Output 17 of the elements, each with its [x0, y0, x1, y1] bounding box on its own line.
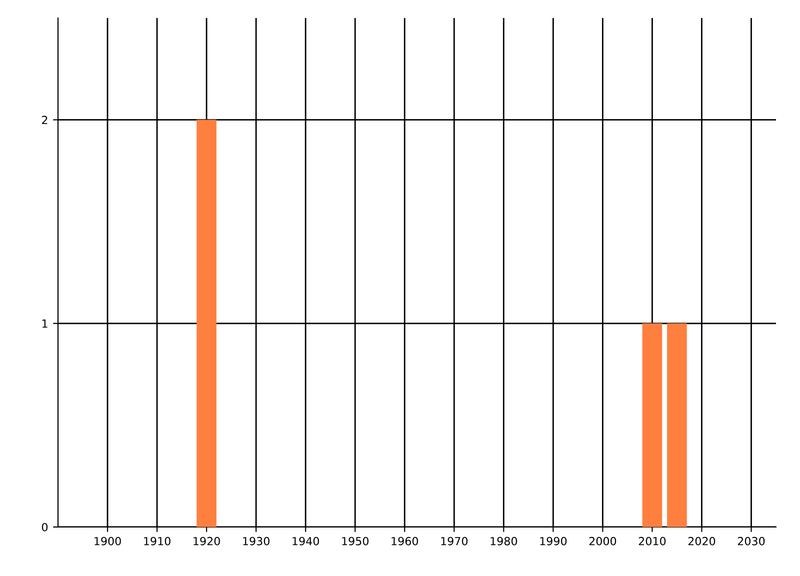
x-tick-label: 1980 — [490, 536, 518, 546]
x-tick-label: 2000 — [589, 536, 616, 546]
x-tick-label: 1900 — [94, 536, 121, 546]
x-tick-label: 2030 — [738, 536, 765, 546]
y-tick-label: 1 — [42, 320, 48, 328]
x-tick-label: 1970 — [441, 536, 468, 546]
x-tick-label: 1990 — [540, 536, 567, 546]
x-tick-label: 1960 — [392, 536, 418, 546]
y-tick-label: 2 — [42, 116, 48, 124]
x-tick-label: 1910 — [144, 536, 170, 546]
x-tick-label: 1930 — [243, 536, 270, 546]
x-tick-label: 1950 — [342, 536, 369, 546]
y-tick-label: 0 — [42, 522, 48, 532]
x-tick-label: 2020 — [688, 536, 716, 546]
x-tick-label: 1940 — [292, 536, 319, 546]
x-tick-label: 2010 — [638, 536, 666, 546]
x-tick-label: 1920 — [194, 536, 220, 546]
